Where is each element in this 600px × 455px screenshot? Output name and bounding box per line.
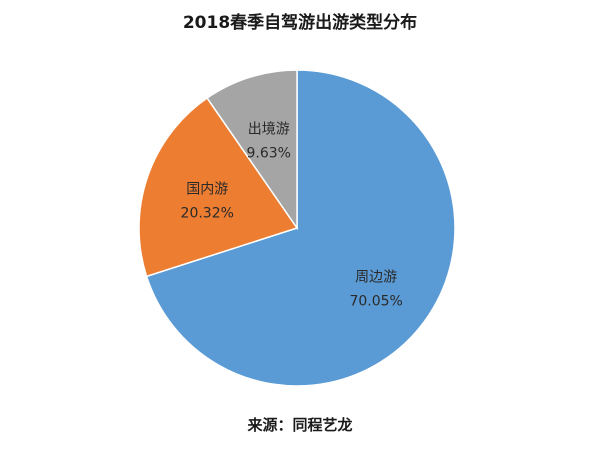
slice-label-2: 国内游 — [186, 182, 228, 198]
source-note: 来源：同程艺龙 — [247, 416, 353, 434]
pie-slices — [138, 69, 456, 387]
chart-title: 2018春季自驾游出游类型分布 — [182, 13, 418, 33]
slice-value-label-2: 20.32% — [181, 206, 234, 222]
slice-value-label-1: 70.05% — [349, 294, 402, 310]
pie-labels: 周边游 70.05% 国内游 20.32% 出境游 9.63% — [181, 122, 403, 310]
slice-label-1: 周边游 — [355, 270, 397, 286]
pie-slice-2 — [138, 97, 299, 278]
slice-value-label-3: 9.63% — [247, 146, 291, 162]
pie-slice-3 — [206, 69, 298, 231]
pie-slice-1 — [145, 69, 456, 387]
slice-label-3: 出境游 — [248, 122, 290, 138]
